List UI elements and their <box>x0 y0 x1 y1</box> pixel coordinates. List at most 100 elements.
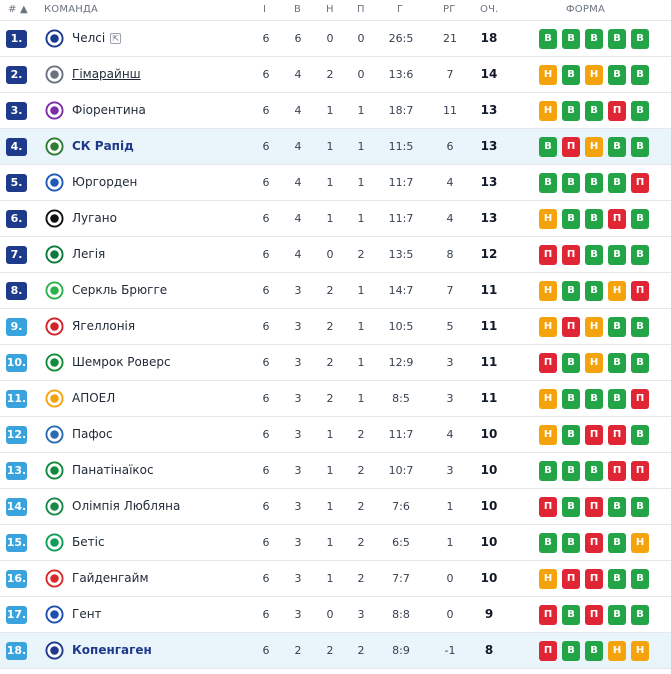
team-name[interactable]: Легія <box>72 247 105 261</box>
form-badge[interactable]: В <box>608 389 626 409</box>
form-badge[interactable]: В <box>585 29 603 49</box>
form-badge[interactable]: Н <box>539 317 557 337</box>
table-row[interactable]: 14. Олімпія Любляна 6 3 1 2 7:6 1 10 П В П В В <box>0 489 671 525</box>
form-badge[interactable]: П <box>631 173 649 193</box>
table-row[interactable]: 10. Шемрок Роверс 6 3 2 1 12:9 3 11 П В Н В В <box>0 345 671 381</box>
form-badge[interactable]: П <box>585 425 603 445</box>
form-badge[interactable]: В <box>631 317 649 337</box>
table-row[interactable]: 12. Пафос 6 3 1 2 11:7 4 10 Н В П П В <box>0 417 671 453</box>
form-badge[interactable]: П <box>608 461 626 481</box>
form-badge[interactable]: П <box>539 497 557 517</box>
form-badge[interactable]: В <box>585 281 603 301</box>
table-row[interactable]: 13. Панатінаїкос 6 3 1 2 10:7 3 10 В В В П П <box>0 453 671 489</box>
team-logo-icon[interactable] <box>45 569 64 588</box>
form-badge[interactable]: В <box>539 173 557 193</box>
team-logo-icon[interactable] <box>45 65 64 84</box>
form-badge[interactable]: Н <box>539 209 557 229</box>
table-row[interactable]: 6. Лугано 6 4 1 1 11:7 4 13 Н В В П В <box>0 201 671 237</box>
form-badge[interactable]: В <box>608 353 626 373</box>
form-badge[interactable]: В <box>608 605 626 625</box>
form-badge[interactable]: В <box>608 173 626 193</box>
form-badge[interactable]: В <box>562 29 580 49</box>
table-row[interactable]: 1. Челсі ⇱ 6 6 0 0 26:5 21 18 В В В В В <box>0 21 671 57</box>
form-badge[interactable]: Н <box>585 137 603 157</box>
form-badge[interactable]: В <box>585 101 603 121</box>
form-badge[interactable]: В <box>562 641 580 661</box>
team-name[interactable]: Копенгаген <box>72 643 152 657</box>
team-name[interactable]: Фіорентина <box>72 103 146 117</box>
header-won[interactable]: В <box>294 4 302 15</box>
form-badge[interactable]: Н <box>539 389 557 409</box>
team-name[interactable]: Панатінаїкос <box>72 463 154 477</box>
form-badge[interactable]: П <box>608 101 626 121</box>
form-badge[interactable]: В <box>585 389 603 409</box>
team-logo-icon[interactable] <box>45 497 64 516</box>
team-logo-icon[interactable] <box>45 605 64 624</box>
table-row[interactable]: 3. Фіорентина 6 4 1 1 18:7 11 13 Н В В П В <box>0 93 671 129</box>
form-badge[interactable]: П <box>562 137 580 157</box>
form-badge[interactable]: П <box>585 497 603 517</box>
team-logo-icon[interactable] <box>45 29 64 48</box>
form-badge[interactable]: В <box>585 173 603 193</box>
team-name[interactable]: Гент <box>72 607 102 621</box>
header-goal-difference[interactable]: РГ <box>443 4 456 15</box>
team-name[interactable]: Олімпія Любляна <box>72 499 180 513</box>
form-badge[interactable]: В <box>562 101 580 121</box>
form-badge[interactable]: П <box>539 353 557 373</box>
form-badge[interactable]: В <box>608 533 626 553</box>
team-logo-icon[interactable] <box>45 137 64 156</box>
form-badge[interactable]: В <box>631 497 649 517</box>
table-row[interactable]: 5. Юргорден 6 4 1 1 11:7 4 13 В В В В П <box>0 165 671 201</box>
table-row[interactable]: 2. Гімарайнш 6 4 2 0 13:6 7 14 Н В Н В В <box>0 57 671 93</box>
team-name[interactable]: Челсі ⇱ <box>72 31 122 45</box>
team-logo-icon[interactable] <box>45 461 64 480</box>
form-badge[interactable]: В <box>608 497 626 517</box>
form-badge[interactable]: В <box>562 461 580 481</box>
team-name[interactable]: СК Рапід <box>72 139 134 153</box>
form-badge[interactable]: Н <box>585 65 603 85</box>
team-logo-icon[interactable] <box>45 389 64 408</box>
form-badge[interactable]: Н <box>608 641 626 661</box>
form-badge[interactable]: В <box>562 209 580 229</box>
team-name[interactable]: Юргорден <box>72 175 137 189</box>
form-badge[interactable]: В <box>608 317 626 337</box>
table-row[interactable]: 18. Копенгаген 6 2 2 2 8:9 -1 8 П В В Н Н <box>0 633 671 669</box>
team-logo-icon[interactable] <box>45 353 64 372</box>
form-badge[interactable]: В <box>562 425 580 445</box>
form-badge[interactable]: Н <box>585 317 603 337</box>
form-badge[interactable]: В <box>631 101 649 121</box>
team-name[interactable]: Серкль Брюгге <box>72 283 167 297</box>
form-badge[interactable]: В <box>585 245 603 265</box>
form-badge[interactable]: Н <box>539 569 557 589</box>
form-badge[interactable]: Н <box>539 425 557 445</box>
form-badge[interactable]: В <box>631 425 649 445</box>
header-lost[interactable]: П <box>357 4 365 15</box>
form-badge[interactable]: В <box>608 137 626 157</box>
form-badge[interactable]: В <box>539 29 557 49</box>
team-name[interactable]: Лугано <box>72 211 117 225</box>
team-name[interactable]: Шемрок Роверс <box>72 355 171 369</box>
team-logo-icon[interactable] <box>45 317 64 336</box>
form-badge[interactable]: В <box>631 209 649 229</box>
header-played[interactable]: І <box>263 4 267 15</box>
form-badge[interactable]: В <box>562 605 580 625</box>
form-badge[interactable]: Н <box>539 65 557 85</box>
table-row[interactable]: 17. Гент 6 3 0 3 8:8 0 9 П В П В В <box>0 597 671 633</box>
form-badge[interactable]: В <box>631 353 649 373</box>
team-name[interactable]: Гімарайнш <box>72 67 141 81</box>
form-badge[interactable]: В <box>562 533 580 553</box>
form-badge[interactable]: П <box>539 605 557 625</box>
team-logo-icon[interactable] <box>45 209 64 228</box>
form-badge[interactable]: П <box>562 569 580 589</box>
team-name[interactable]: Бетіс <box>72 535 105 549</box>
form-badge[interactable]: Н <box>539 281 557 301</box>
form-badge[interactable]: В <box>631 569 649 589</box>
form-badge[interactable]: В <box>562 389 580 409</box>
team-logo-icon[interactable] <box>45 281 64 300</box>
form-badge[interactable]: П <box>539 245 557 265</box>
form-badge[interactable]: В <box>608 245 626 265</box>
team-logo-icon[interactable] <box>45 641 64 660</box>
team-name[interactable]: Ягеллонія <box>72 319 135 333</box>
form-badge[interactable]: П <box>631 281 649 301</box>
external-link-icon[interactable]: ⇱ <box>110 32 122 44</box>
